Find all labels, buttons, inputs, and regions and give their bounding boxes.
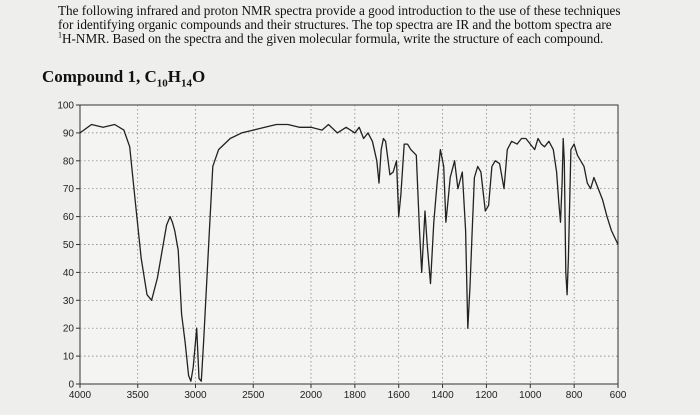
formula-h: H — [167, 67, 182, 86]
x-tick-label: 800 — [566, 390, 583, 401]
formula-c-count: 10 — [156, 77, 168, 90]
formula-h-count: 14 — [181, 77, 193, 90]
y-tick-label: 80 — [63, 156, 75, 167]
instructions-line-3: 1H-NMR. Based on the spectra and the giv… — [58, 30, 678, 46]
x-tick-label: 1000 — [519, 390, 542, 401]
x-tick-label: 1400 — [431, 390, 454, 401]
x-tick-label: 2500 — [242, 390, 265, 401]
formula-o: O — [192, 67, 206, 86]
x-tick-label: 3000 — [184, 390, 207, 401]
grid-lines — [80, 105, 618, 384]
x-tick-label: 3500 — [127, 390, 150, 401]
y-tick-label: 70 — [63, 184, 75, 195]
y-tick-label: 30 — [63, 296, 75, 307]
x-axis: 4000 3500 3000 2500 2000 1800 1600 1400 1200 1000… — [69, 384, 627, 401]
instructions-line-2: for identifying organic compounds and th… — [58, 17, 612, 32]
compound-heading: Compound 1, C10H14O — [42, 67, 205, 89]
x-tick-label: 1600 — [388, 390, 411, 401]
y-tick-label: 0 — [68, 380, 74, 391]
formula-c: C — [144, 67, 157, 86]
x-tick-label: 1800 — [344, 390, 367, 401]
molecular-formula: C10H14O — [144, 67, 206, 90]
y-tick-label: 60 — [63, 212, 75, 223]
y-axis: 0 10 20 30 40 50 60 70 80 90 100 — [57, 101, 80, 391]
x-tick-label: 2000 — [300, 390, 323, 401]
compound-label: Compound 1, — [42, 67, 141, 86]
superscript-one: 1 — [58, 30, 62, 40]
y-tick-label: 50 — [63, 240, 75, 251]
instructions-line-3-text: H-NMR. Based on the spectra and the give… — [62, 31, 604, 46]
y-tick-label: 10 — [63, 352, 75, 363]
y-tick-label: 20 — [63, 324, 75, 335]
x-tick-label: 1200 — [475, 390, 498, 401]
instructions-paragraph: The following infrared and proton NMR sp… — [58, 4, 678, 46]
y-tick-label: 90 — [63, 128, 75, 139]
instructions-line-1: The following infrared and proton NMR sp… — [58, 3, 621, 18]
x-tick-label: 4000 — [69, 390, 92, 401]
y-tick-label: 100 — [57, 101, 74, 112]
x-tick-label: 600 — [610, 390, 627, 401]
spectrum-line — [79, 123, 619, 382]
y-tick-label: 40 — [63, 268, 75, 279]
